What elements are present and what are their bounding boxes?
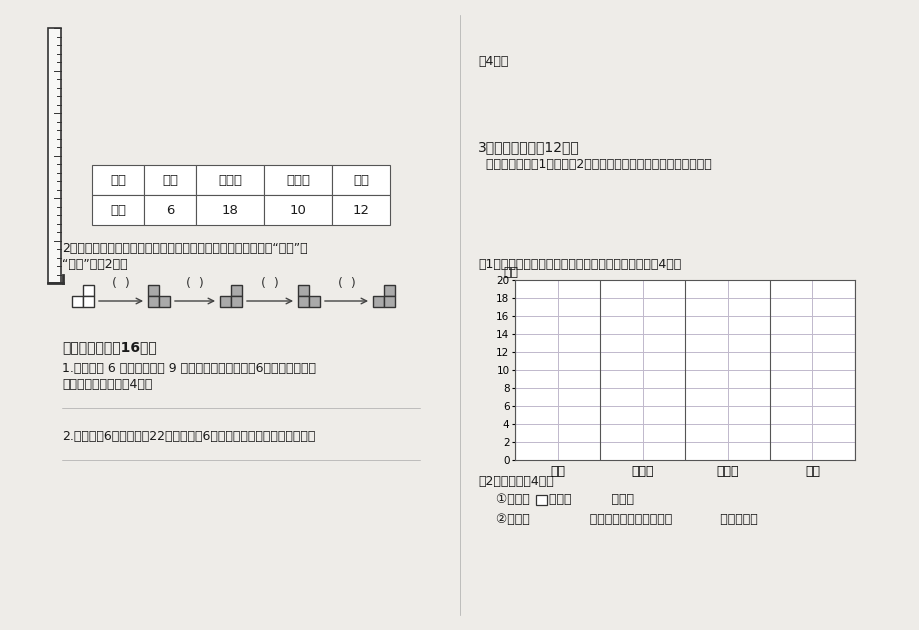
Bar (231, 296, 242, 307)
Text: 可以买几个闹钟？（4分）: 可以买几个闹钟？（4分） (62, 378, 153, 391)
Text: 人数: 人数 (503, 266, 517, 279)
Bar (92, 195, 144, 225)
Bar (536, 495, 547, 505)
Bar (231, 285, 242, 296)
Text: 2．观察下图，判断从前面到后面每次发生了怎样的变化，填上“平移”或: 2．观察下图，判断从前面到后面每次发生了怎样的变化，填上“平移”或 (62, 242, 307, 255)
Text: 人数: 人数 (110, 203, 126, 217)
Bar (383, 296, 394, 307)
Bar (220, 296, 231, 307)
Bar (298, 285, 309, 296)
Bar (72, 296, 83, 307)
Text: 下面是二年级（1）班和（2）班同学喜欢体芒运动项目的统计表：: 下面是二年级（1）班和（2）班同学喜欢体芒运动项目的统计表： (478, 158, 711, 171)
Text: (  ): ( ) (112, 277, 130, 290)
Text: 10: 10 (289, 203, 306, 217)
Text: (  ): ( ) (186, 277, 204, 290)
Bar (309, 296, 320, 307)
Text: ②喜欢（               ）运动的人最多，喜欢（            ）运动的人: ②喜欢（ ）运动的人最多，喜欢（ ）运动的人 (495, 513, 757, 526)
Bar (383, 285, 394, 296)
Text: (  ): ( ) (261, 277, 278, 290)
Text: 篮球: 篮球 (162, 173, 177, 186)
Bar (332, 165, 390, 195)
Text: 表示（          ）人。: 表示（ ）人。 (549, 493, 633, 506)
Text: 12: 12 (352, 203, 369, 217)
Text: “旋转”。（2分）: “旋转”。（2分） (62, 258, 128, 271)
Bar (159, 296, 170, 307)
Text: (  ): ( ) (337, 277, 355, 290)
Text: 六、解决问题（16分）: 六、解决问题（16分） (62, 340, 156, 354)
Text: （2）填空：（4分）: （2）填空：（4分） (478, 475, 553, 488)
Bar (332, 195, 390, 225)
Bar (196, 165, 264, 195)
Bar (264, 165, 332, 195)
Text: 项目: 项目 (110, 173, 126, 186)
Text: 跳绳: 跳绳 (353, 173, 369, 186)
Text: 1.一支钓笔 6 元，一个闹钟 9 元，我的錢正好可以买6支钓笔。这些錢: 1.一支钓笔 6 元，一个闹钟 9 元，我的錢正好可以买6支钓笔。这些錢 (62, 362, 315, 375)
Bar (298, 296, 309, 307)
Bar (83, 285, 94, 296)
Bar (196, 195, 264, 225)
Bar (83, 296, 94, 307)
Text: （1）你能根据上面的统计表完成下面的统计图吗？（4分）: （1）你能根据上面的统计表完成下面的统计图吗？（4分） (478, 258, 680, 271)
Text: 6: 6 (165, 203, 174, 217)
Text: 乒乓球: 乒乓球 (218, 173, 242, 186)
Text: 3、统计图表。（12分）: 3、统计图表。（12分） (478, 140, 579, 154)
Text: （4分）: （4分） (478, 55, 508, 68)
Bar (264, 195, 332, 225)
Bar (92, 165, 144, 195)
Bar (144, 195, 196, 225)
Bar (144, 165, 196, 195)
Bar (48, 28, 61, 283)
Text: ①每一个: ①每一个 (495, 493, 533, 506)
Text: 羽毛球: 羽毛球 (286, 173, 310, 186)
Bar (372, 296, 383, 307)
Bar (148, 296, 159, 307)
Bar (148, 285, 159, 296)
Text: 2.我们班朂6名男同学，22名女同学，6名同学一组。全班可以分几组？: 2.我们班朂6名男同学，22名女同学，6名同学一组。全班可以分几组？ (62, 430, 315, 443)
Text: 18: 18 (221, 203, 238, 217)
